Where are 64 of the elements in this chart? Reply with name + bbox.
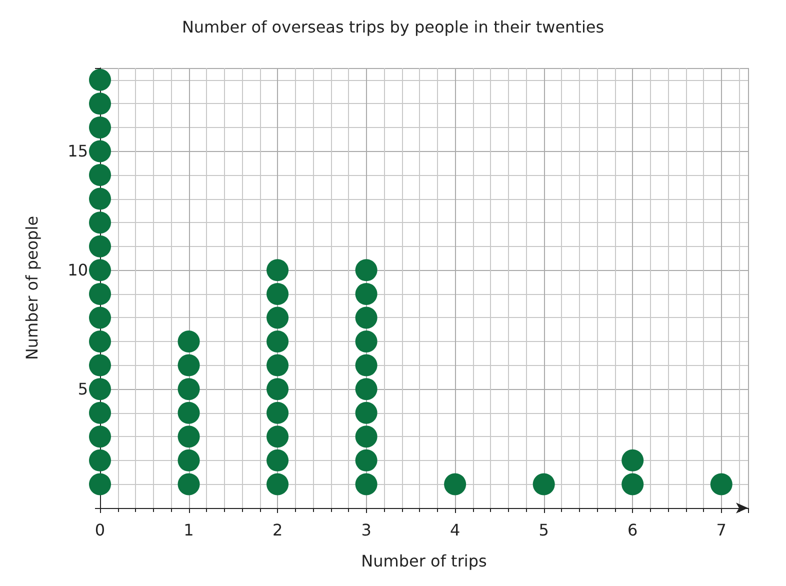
x-tick-label: 1 bbox=[184, 520, 194, 540]
point bbox=[178, 402, 200, 424]
point bbox=[622, 449, 644, 472]
point bbox=[89, 212, 111, 234]
point bbox=[178, 426, 200, 448]
point bbox=[266, 282, 289, 305]
x-tick-label: 3 bbox=[361, 520, 372, 540]
point bbox=[355, 330, 378, 353]
point bbox=[89, 282, 111, 305]
point bbox=[178, 449, 200, 472]
point bbox=[89, 449, 111, 472]
point bbox=[355, 306, 378, 329]
point bbox=[178, 330, 200, 353]
x-tick-label: 7 bbox=[716, 520, 726, 540]
point bbox=[355, 449, 378, 472]
point bbox=[355, 282, 378, 305]
point bbox=[266, 426, 289, 448]
point bbox=[89, 68, 111, 91]
point bbox=[89, 378, 111, 400]
point bbox=[355, 354, 378, 376]
point bbox=[89, 140, 111, 162]
point bbox=[89, 259, 111, 282]
point bbox=[266, 354, 289, 376]
point bbox=[444, 473, 466, 496]
point bbox=[710, 473, 732, 496]
point bbox=[355, 259, 378, 282]
point bbox=[89, 92, 111, 115]
point bbox=[266, 330, 289, 353]
point bbox=[178, 378, 200, 400]
point bbox=[355, 473, 378, 496]
point bbox=[622, 473, 644, 496]
point bbox=[89, 188, 111, 210]
y-tick-label: 5 bbox=[78, 380, 88, 399]
x-tick-label: 2 bbox=[272, 520, 283, 540]
y-axis-title: Number of people bbox=[22, 216, 42, 360]
point bbox=[532, 473, 555, 496]
point bbox=[89, 354, 111, 376]
y-tick-label: 15 bbox=[68, 142, 88, 161]
chart-title: Number of overseas trips by people in their twenties bbox=[182, 18, 604, 36]
point bbox=[89, 402, 111, 424]
point bbox=[178, 354, 200, 376]
point bbox=[266, 449, 289, 472]
point bbox=[89, 116, 111, 138]
point bbox=[89, 235, 111, 258]
point bbox=[355, 402, 378, 424]
x-tick-label: 5 bbox=[538, 520, 549, 540]
point bbox=[89, 164, 111, 186]
point bbox=[89, 426, 111, 448]
point bbox=[266, 402, 289, 424]
point bbox=[266, 378, 289, 400]
point bbox=[89, 330, 111, 353]
point bbox=[266, 259, 289, 282]
x-tick-label: 4 bbox=[450, 520, 460, 540]
point bbox=[178, 473, 200, 496]
point bbox=[355, 378, 378, 400]
y-tick-label: 10 bbox=[68, 260, 88, 280]
point bbox=[89, 306, 111, 329]
point bbox=[266, 473, 289, 496]
point bbox=[355, 426, 378, 448]
x-axis-title: Number of trips bbox=[361, 552, 487, 570]
point bbox=[266, 306, 289, 329]
point bbox=[89, 473, 111, 496]
x-tick-label: 0 bbox=[94, 520, 106, 540]
x-tick-label: 6 bbox=[628, 520, 638, 540]
